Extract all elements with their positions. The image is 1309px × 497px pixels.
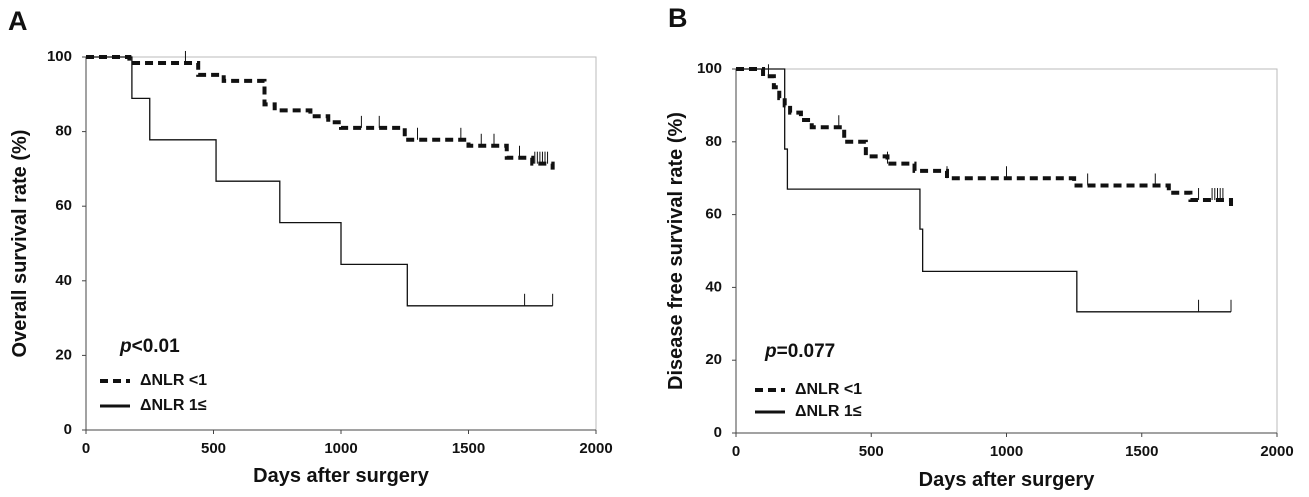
y-tick-label: 0 [64, 421, 72, 438]
x-axis-title: Days after surgery [253, 465, 430, 487]
y-tick-label: 60 [705, 206, 722, 223]
survival-curve [736, 68, 1232, 313]
y-tick-label: 20 [55, 346, 72, 363]
plot-frame [735, 68, 1278, 434]
legend-label: ΔNLR <1 [795, 381, 862, 398]
y-tick-label: 60 [55, 197, 72, 214]
x-tick-label: 0 [82, 440, 90, 457]
p-value: p=0.077 [764, 341, 835, 362]
x-tick-label: 1500 [452, 440, 485, 457]
y-tick-label: 80 [55, 123, 72, 140]
y-tick-label: 40 [705, 278, 722, 295]
y-tick-label: 40 [55, 272, 72, 289]
y-tick-label: 100 [697, 60, 722, 77]
panel-label: A [8, 6, 28, 36]
panel-label: B [668, 3, 688, 33]
x-tick-label: 2000 [1260, 443, 1293, 460]
x-axis-title: Days after surgery [919, 469, 1096, 491]
legend-label: ΔNLR <1 [140, 372, 207, 389]
x-tick-label: 2000 [579, 440, 612, 457]
survival-curve [86, 56, 553, 307]
legend-label: ΔNLR 1≤ [140, 397, 207, 414]
p-value: p<0.01 [119, 336, 180, 357]
legend-label: ΔNLR 1≤ [795, 403, 862, 420]
x-tick-label: 500 [859, 443, 884, 460]
p-symbol: p [764, 341, 777, 362]
survival-curve [736, 67, 1234, 208]
y-axis-title: Overall survival rate (%) [9, 130, 31, 358]
x-tick-label: 500 [201, 440, 226, 457]
p-symbol: p [119, 336, 132, 357]
p-text: =0.077 [777, 341, 836, 362]
x-tick-label: 1000 [990, 443, 1023, 460]
x-tick-label: 1500 [1125, 443, 1158, 460]
x-tick-label: 0 [732, 443, 740, 460]
y-tick-label: 0 [714, 424, 722, 441]
y-tick-label: 20 [705, 351, 722, 368]
y-tick-label: 80 [705, 133, 722, 150]
p-text: <0.01 [132, 336, 181, 357]
y-tick-label: 100 [47, 48, 72, 65]
x-tick-label: 1000 [324, 440, 357, 457]
survival-curve [86, 55, 555, 170]
y-axis-title: Disease free survival rate (%) [665, 112, 687, 390]
